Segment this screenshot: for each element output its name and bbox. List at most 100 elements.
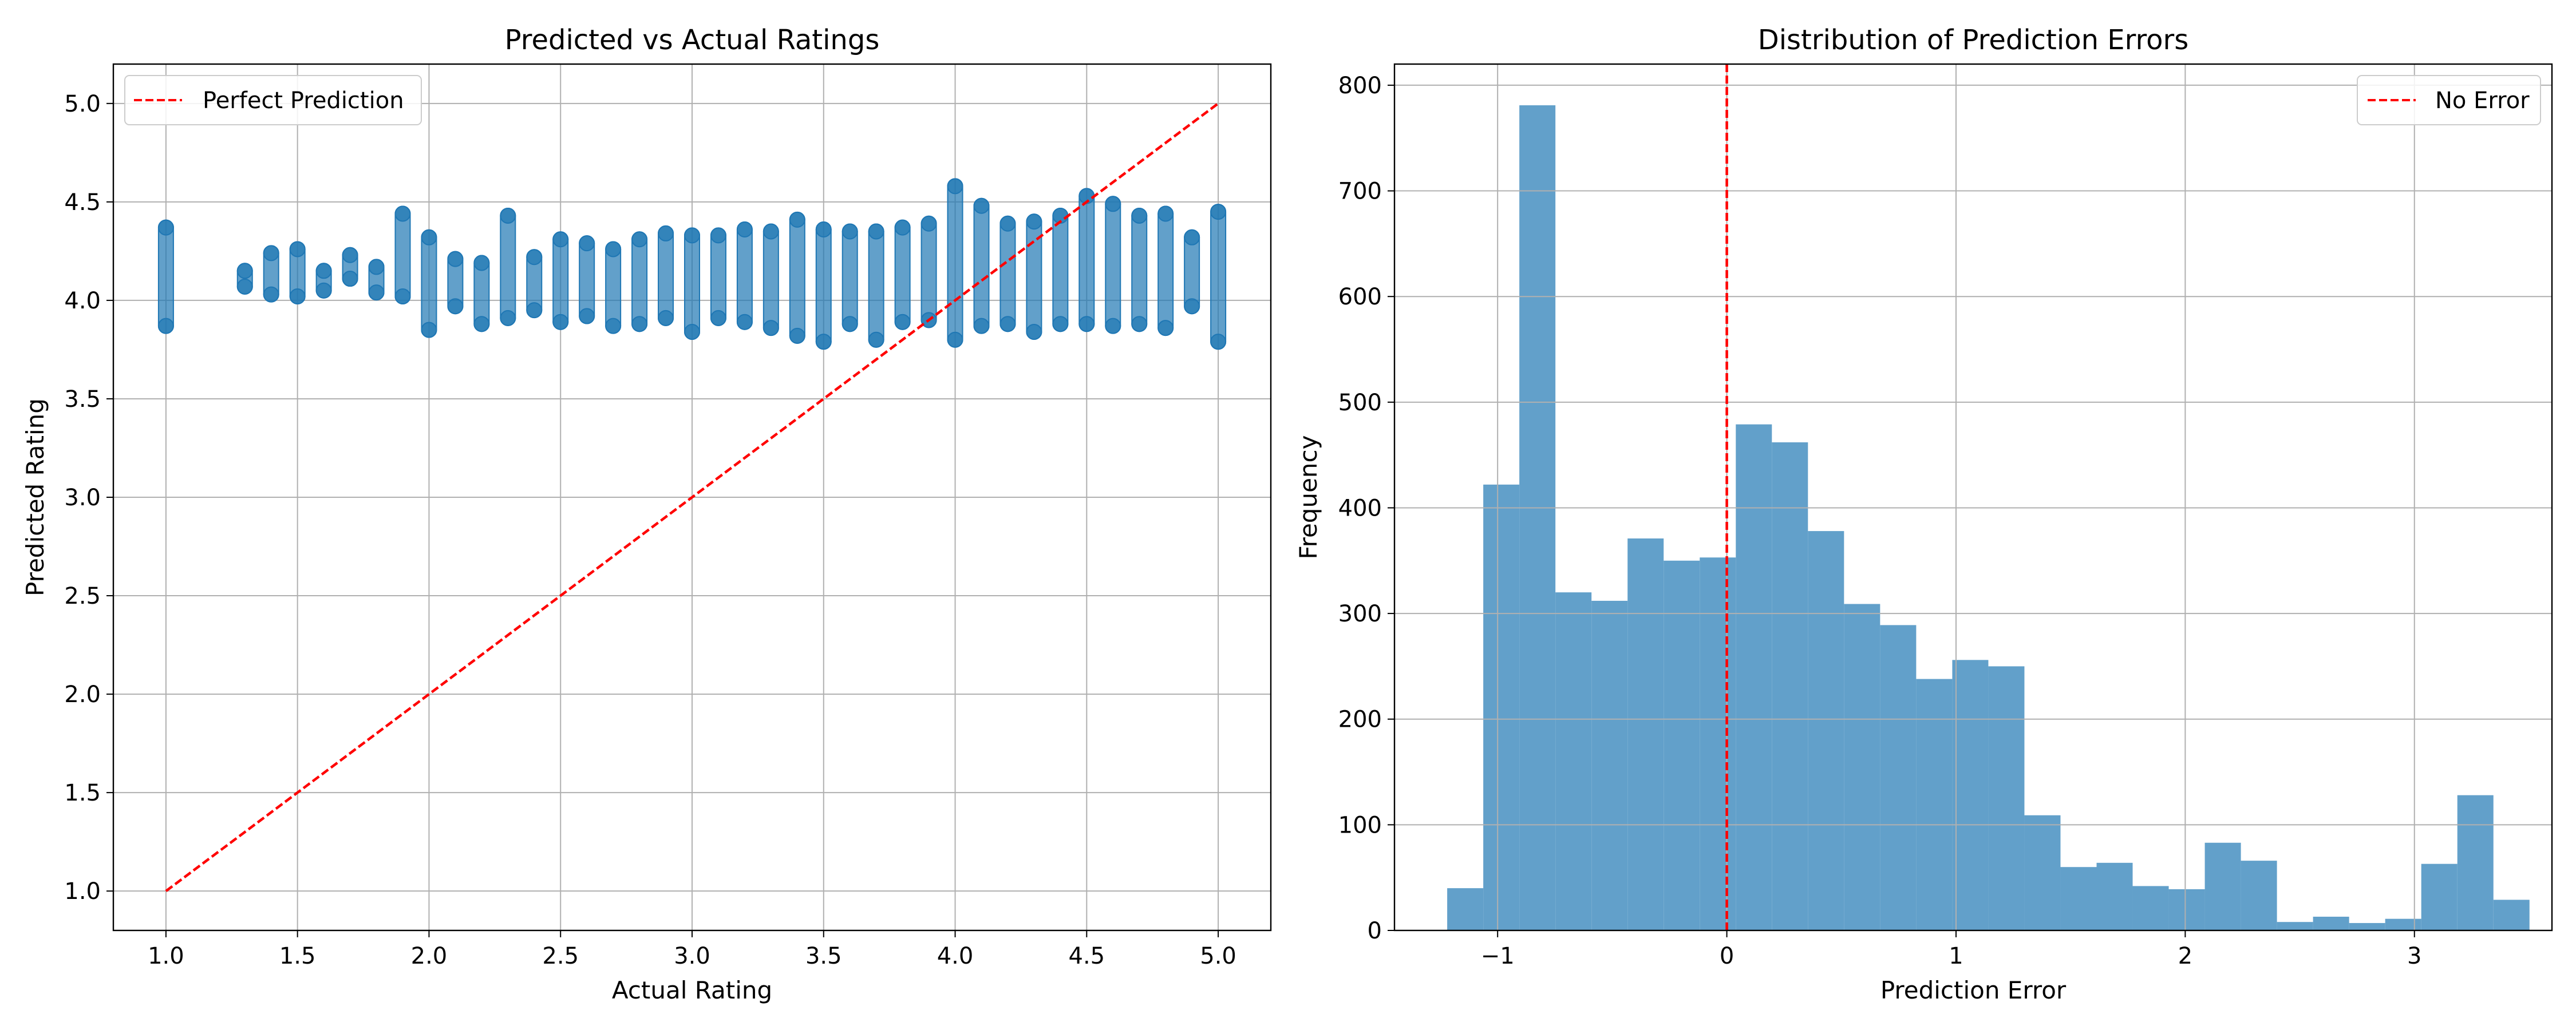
histogram-chart: −1 0 1 2 3 0 100 200 300 400 500 600 700 800 Distrib…	[1294, 24, 2553, 1004]
histogram-bars	[1447, 105, 2530, 930]
histogram-x-axis-label: Prediction Error	[1880, 976, 2067, 1004]
scatter-point	[1184, 298, 1200, 315]
scatter-y-tick-label: 2.0	[64, 682, 101, 708]
scatter-point-cluster	[999, 215, 1016, 332]
scatter-point	[579, 235, 595, 252]
histogram-bar	[1880, 625, 1917, 930]
scatter-point	[1026, 213, 1042, 230]
histogram-y-tick-label: 100	[1338, 812, 1382, 838]
scatter-point-cluster	[500, 207, 516, 326]
scatter-x-tick-label: 2.5	[542, 943, 579, 969]
scatter-point	[500, 207, 516, 224]
histogram-bar	[1772, 442, 1808, 930]
histogram-bar	[2385, 918, 2421, 930]
scatter-x-tick-label: 4.5	[1069, 943, 1105, 969]
histogram-y-ticks: 0 100 200 300 400 500 600 700 800	[1338, 73, 1394, 944]
scatter-point	[1026, 323, 1042, 340]
scatter-point	[500, 310, 516, 326]
scatter-point-cluster	[947, 178, 963, 348]
scatter-point-cluster	[841, 223, 858, 332]
scatter-point	[236, 278, 253, 295]
scatter-point	[999, 316, 1016, 332]
scatter-point	[684, 323, 700, 340]
scatter-chart: 1.0 1.5 2.0 2.5 3.0 3.5 4.0 4.5 5.0 1.0 1.5 2.0 2.5…	[21, 24, 1272, 1004]
scatter-point	[1157, 205, 1174, 222]
scatter-point	[421, 229, 437, 245]
scatter-point	[315, 282, 332, 299]
scatter-point-cluster	[815, 221, 832, 350]
perfect-prediction-line	[165, 102, 1219, 892]
histogram-y-tick-label: 700	[1338, 179, 1382, 205]
scatter-point	[236, 263, 253, 279]
histogram-y-tick-label: 800	[1338, 73, 1382, 99]
scatter-point	[579, 308, 595, 324]
histogram-x-tick-label: 1	[1949, 943, 1963, 969]
scatter-y-axis-label: Predicted Rating	[21, 398, 49, 596]
histogram-y-tick-label: 400	[1338, 495, 1382, 521]
scatter-y-tick-label: 3.0	[64, 485, 101, 511]
scatter-point	[526, 302, 543, 319]
scatter-point-cluster	[1026, 213, 1042, 340]
scatter-point	[1105, 318, 1121, 334]
scatter-point-cluster	[1131, 207, 1148, 332]
scatter-x-tick-label: 4.0	[937, 943, 974, 969]
scatter-x-tick-label: 1.0	[148, 943, 184, 969]
histogram-bar	[2132, 886, 2169, 930]
scatter-point	[684, 227, 700, 244]
scatter-point	[342, 247, 358, 263]
histogram-bar	[1664, 560, 1700, 930]
scatter-point-cluster	[1210, 204, 1227, 350]
scatter-point	[342, 271, 358, 287]
scatter-point	[263, 286, 279, 303]
histogram-bar	[1916, 679, 1953, 930]
scatter-point-cluster	[789, 211, 805, 344]
perfect-prediction-legend-label: Perfect Prediction	[203, 88, 404, 114]
scatter-y-ticks: 1.0 1.5 2.0 2.5 3.0 3.5 4.0 4.5 5.0	[64, 91, 113, 905]
scatter-y-tick-label: 1.5	[64, 780, 101, 806]
scatter-point	[473, 255, 490, 271]
histogram-bar	[1591, 600, 1628, 930]
scatter-point-cluster	[684, 227, 700, 340]
scatter-point	[368, 284, 385, 301]
perfect-prediction-line-path	[165, 102, 1219, 892]
scatter-point	[1210, 334, 1227, 350]
scatter-point-cluster	[421, 229, 437, 338]
scatter-y-tick-label: 4.0	[64, 288, 101, 314]
scatter-point	[947, 331, 963, 348]
scatter-point	[605, 318, 622, 334]
scatter-y-tick-label: 4.5	[64, 189, 101, 216]
scatter-point	[973, 318, 990, 334]
scatter-point	[1131, 207, 1148, 224]
histogram-bar	[1555, 592, 1592, 930]
scatter-point	[605, 241, 622, 258]
histogram-bar	[2096, 862, 2133, 930]
scatter-point	[1105, 196, 1121, 212]
histogram-x-tick-label: −1	[1481, 943, 1515, 969]
scatter-point	[973, 197, 990, 214]
scatter-point	[1210, 204, 1227, 220]
scatter-point	[658, 310, 674, 326]
scatter-x-tick-label: 3.5	[805, 943, 842, 969]
scatter-point	[631, 231, 648, 248]
scatter-point	[868, 331, 884, 348]
scatter-point	[315, 263, 332, 279]
scatter-point	[289, 241, 306, 258]
scatter-point	[868, 223, 884, 240]
scatter-point	[789, 211, 805, 228]
histogram-bar	[1736, 424, 1772, 930]
histogram-bar	[2241, 861, 2277, 930]
scatter-point	[631, 316, 648, 332]
histogram-chart-title: Distribution of Prediction Errors	[1758, 24, 2189, 56]
histogram-bar	[1483, 484, 1520, 930]
scatter-y-tick-label: 1.0	[64, 878, 101, 905]
scatter-point-cluster	[736, 221, 753, 330]
scatter-point	[894, 314, 911, 330]
histogram-bar	[2168, 889, 2205, 930]
histogram-y-tick-label: 300	[1338, 601, 1382, 627]
scatter-point	[710, 227, 726, 244]
scatter-point	[421, 322, 437, 338]
scatter-point	[762, 320, 779, 336]
histogram-bar	[2493, 900, 2530, 930]
scatter-point	[1131, 316, 1148, 332]
scatter-point	[736, 314, 753, 330]
